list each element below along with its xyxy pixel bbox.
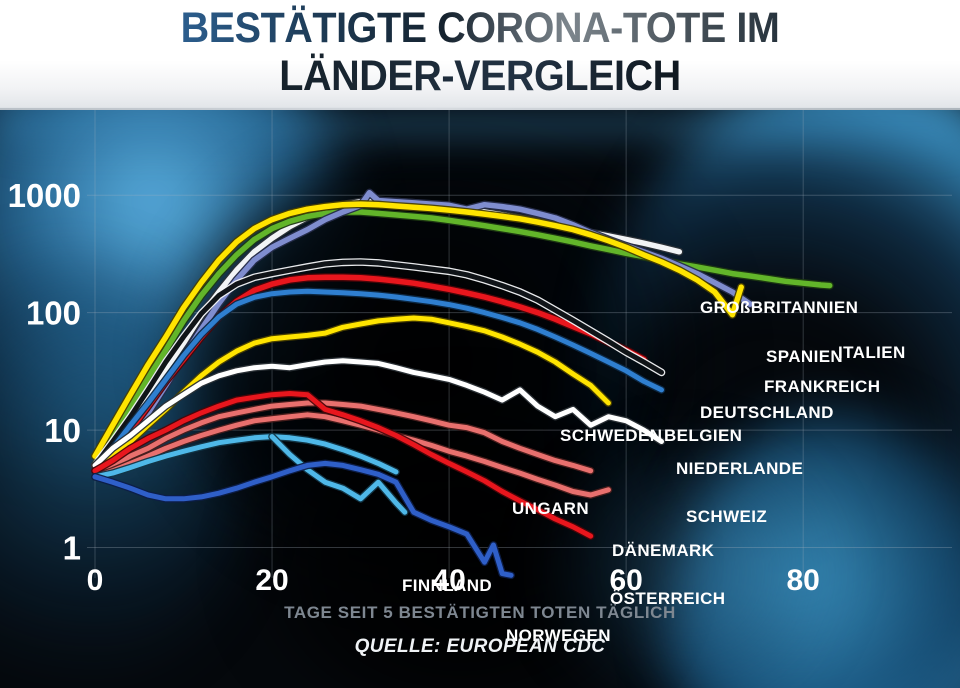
x-tick-60: 60: [609, 564, 642, 597]
series-line-finnland[interactable]: [92, 434, 399, 480]
y-tick-10: 10: [44, 412, 81, 449]
series-line-finnland_tail[interactable]: [269, 434, 408, 515]
title-line-2: LÄNDER-VERGLEICH: [38, 52, 921, 100]
series-line-italien[interactable]: [92, 209, 833, 469]
x-tick-80: 80: [786, 564, 819, 597]
series-label-finnland: FINNLAND: [402, 576, 492, 595]
series-line-schweiz[interactable]: [92, 358, 664, 468]
x-axis-tick-labels: 0 20 40 60 80: [87, 564, 820, 597]
chart-stage: 1 10 100 1000 0 20 40 60 80 GROßBRITANNIEN ITALI…: [0, 110, 960, 688]
series-label-schweiz: SCHWEIZ: [686, 507, 767, 526]
x-tick-20: 20: [255, 564, 288, 597]
x-axis-title: TAGE SEIT 5 BESTÄTIGTEN TOTEN TÄGLICH: [284, 603, 676, 622]
series-label-oesterreich: ÖSTERREICH: [610, 589, 725, 608]
series-label-frankreich: FRANKREICH: [764, 377, 880, 396]
series-label-schweden: SCHWEDEN: [560, 426, 662, 445]
series-line-frankreich[interactable]: [92, 201, 744, 459]
series-line-daenemark[interactable]: [92, 412, 611, 498]
series-line-norwegen[interactable]: [92, 460, 514, 578]
series-line-niederlande[interactable]: [92, 288, 664, 468]
series-line-oesterreich[interactable]: [92, 391, 594, 539]
series-label-deutschland: DEUTSCHLAND: [700, 403, 834, 422]
page-title: BESTÄTIGTE CORONA-TOTE IM LÄNDER-VERGLEI…: [38, 4, 921, 100]
title-line-1: BESTÄTIGTE CORONA-TOTE IM: [38, 4, 921, 52]
series-label-spanien: SPANIEN: [766, 347, 843, 366]
series-line-belgien[interactable]: [92, 259, 664, 468]
series-label-daenemark: DÄNEMARK: [612, 541, 715, 560]
x-tick-40: 40: [432, 564, 465, 597]
header-banner: BESTÄTIGTE CORONA-TOTE IM LÄNDER-VERGLEI…: [0, 0, 960, 110]
x-tick-0: 0: [87, 564, 104, 597]
series-line-ungarn[interactable]: [92, 400, 594, 474]
y-tick-1: 1: [63, 530, 81, 567]
series-label-niederlande: NIEDERLANDE: [676, 459, 803, 478]
series-label-italien: ITALIEN: [838, 343, 906, 362]
series-label-belgien: BELGIEN: [664, 426, 742, 445]
series-label-grossbritannien: GROßBRITANNIEN: [700, 298, 858, 317]
source-note: QUELLE: EUROPEAN CDC: [355, 636, 606, 657]
chart-series-lines: [90, 188, 834, 580]
line-chart: 1 10 100 1000 0 20 40 60 80 GROßBRITANNIEN ITALI…: [8, 110, 952, 657]
y-tick-100: 100: [26, 295, 81, 332]
y-axis-tick-labels: 1 10 100 1000: [8, 177, 81, 566]
series-label-norwegen: NORWEGEN: [506, 626, 611, 645]
series-label-ungarn: UNGARN: [512, 499, 589, 518]
y-tick-1000: 1000: [8, 177, 81, 214]
